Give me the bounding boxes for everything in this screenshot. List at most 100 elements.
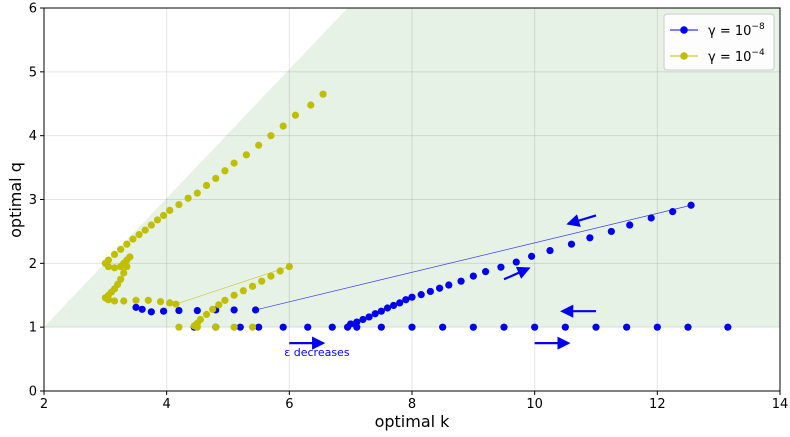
y-axis-ticks: 0 1 2 3 4 5 6 [29, 2, 44, 400]
x-tick-label-1: 4 [163, 397, 171, 412]
series-1-point-1 [684, 323, 692, 331]
series-1-point-29 [457, 277, 465, 285]
series-2-point-16 [153, 216, 162, 224]
series-2-point-21 [123, 240, 131, 248]
series-2-point-63 [193, 323, 201, 331]
series-1-point-14 [347, 320, 355, 328]
y-tick-label-2: 2 [29, 257, 37, 272]
series-2-point-41 [110, 297, 119, 305]
series-1-point-31 [482, 268, 490, 276]
series-1-point-55 [255, 323, 263, 331]
legend-label-series-2: γ = 10−4 [708, 48, 765, 65]
series-2-point-22 [117, 245, 125, 253]
series-2-point-23 [110, 250, 119, 258]
feasible-region [44, 8, 780, 328]
series-1-point-25 [417, 291, 425, 299]
series-1-point-21 [390, 301, 398, 310]
legend-marker-series-2 [680, 52, 688, 60]
series-1-point-34 [528, 252, 536, 260]
series-1-point-17 [365, 313, 373, 321]
series-2-point-5 [255, 141, 263, 149]
series-1-point-27 [436, 284, 444, 292]
series-1-point-40 [647, 214, 655, 222]
series-2-point-45 [156, 298, 165, 306]
series-1-point-9 [439, 323, 447, 331]
annotation-text: ε decreases [284, 346, 350, 359]
series-1-point-58 [328, 323, 336, 331]
series-1-point-15 [353, 318, 361, 326]
series-2-point-54 [230, 291, 238, 299]
series-1-point-20 [383, 304, 392, 312]
series-2-point-7 [230, 159, 238, 167]
series-1-point-44 [230, 306, 238, 314]
series-1-point-19 [377, 307, 385, 315]
series-2-point-31 [126, 253, 134, 261]
series-2-point-42 [120, 297, 128, 305]
series-2-point-26 [104, 262, 112, 271]
series-2-point-53 [239, 287, 247, 295]
x-tick-label-6: 14 [772, 397, 789, 412]
series-1-point-30 [469, 272, 477, 280]
series-2-point-2 [291, 111, 300, 119]
legend: γ = 10−8 γ = 10−4 [663, 13, 775, 71]
series-2-point-52 [248, 282, 257, 290]
y-tick-label-0: 0 [29, 385, 37, 400]
series-2-point-44 [144, 296, 152, 304]
shaded-region [44, 8, 780, 328]
legend-label-series-2-base: γ = 10 [708, 50, 751, 65]
legend-label-series-1-base: γ = 10 [708, 24, 751, 39]
series-2-point-27 [110, 264, 119, 272]
series-2-point-47 [172, 300, 180, 308]
series-1-point-56 [279, 323, 287, 331]
legend-label-series-1: γ = 10−8 [708, 22, 765, 39]
legend-label-series-2-exp: −4 [751, 48, 765, 58]
series-2-point-0 [319, 90, 327, 98]
series-2-point-46 [166, 299, 174, 307]
series-1-point-3 [623, 323, 631, 331]
series-1-point-7 [500, 323, 508, 331]
series-2-point-33 [120, 269, 128, 277]
x-tick-label-3: 8 [408, 397, 416, 412]
series-1-point-38 [607, 227, 615, 236]
series-1-point-49 [147, 308, 155, 316]
series-2-point-10 [202, 181, 211, 190]
series-2-point-1 [307, 101, 315, 109]
series-2-point-48 [285, 262, 293, 271]
series-1-point-43 [252, 306, 260, 314]
legend-marker-series-1 [680, 26, 688, 34]
series-2-point-14 [166, 206, 174, 214]
x-tick-label-0: 2 [40, 397, 48, 412]
series-1-point-50 [138, 305, 146, 313]
y-tick-label-5: 5 [29, 65, 37, 80]
series-2-point-64 [212, 323, 220, 331]
series-2-point-18 [141, 226, 149, 234]
series-2-point-55 [221, 296, 229, 304]
series-1-point-35 [546, 246, 554, 255]
series-1-point-48 [160, 307, 168, 315]
y-axis-label: optimal q [6, 162, 25, 238]
series-2-point-3 [279, 122, 287, 130]
legend-label-series-1-exp: −8 [751, 22, 765, 32]
x-tick-label-2: 6 [285, 397, 293, 412]
series-1-point-47 [175, 306, 183, 315]
series-1-point-4 [592, 323, 600, 331]
series-2-point-13 [175, 201, 183, 209]
series-2-point-56 [215, 301, 223, 309]
direction-arrows [289, 214, 597, 350]
series-1-point-6 [531, 323, 539, 331]
y-tick-label-3: 3 [29, 193, 37, 208]
x-tick-label-5: 12 [649, 397, 666, 412]
series-1-point-11 [377, 323, 385, 331]
series-1-point-36 [567, 240, 576, 248]
series-2-point-43 [132, 296, 140, 304]
series-1-point-32 [497, 263, 505, 271]
series-2-point-4 [267, 132, 275, 140]
series-1-point-42 [687, 201, 695, 209]
series-2-point-32 [123, 262, 131, 271]
series-1-point-46 [193, 306, 201, 315]
series-1-point-2 [653, 323, 661, 331]
series-2-point-49 [276, 267, 284, 275]
series-2-point-62 [175, 323, 183, 331]
series-2-point-11 [193, 189, 201, 197]
series-1-point-23 [402, 296, 410, 304]
